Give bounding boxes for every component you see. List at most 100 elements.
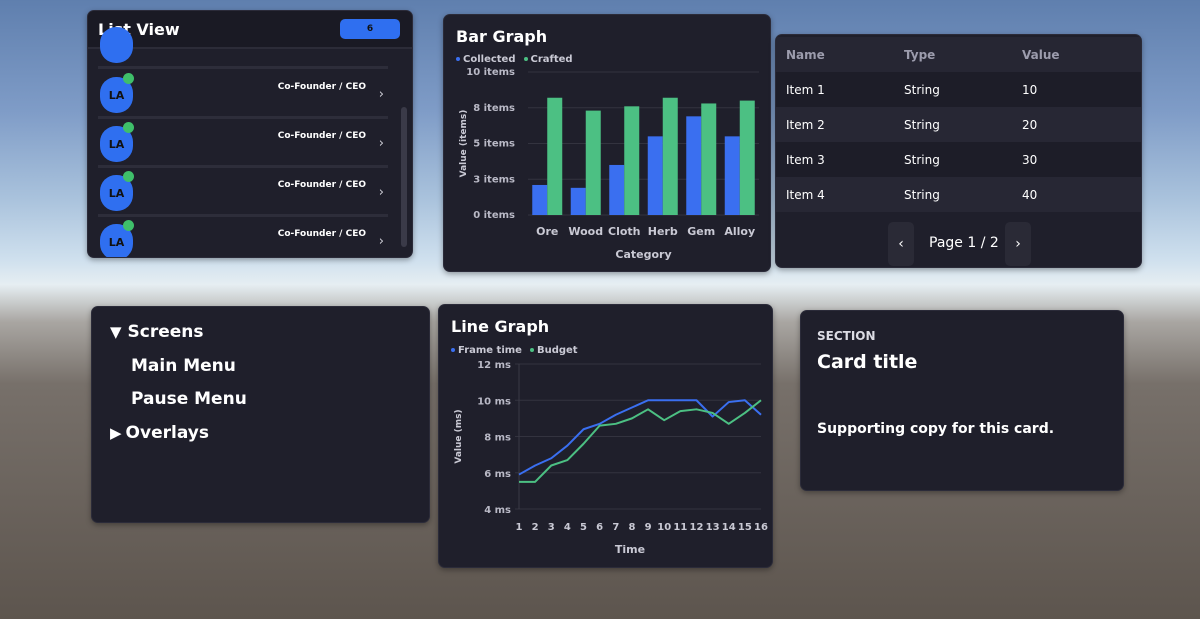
- online-status-dot: [123, 122, 134, 133]
- list-item-role: Co-Founder / CEO: [277, 131, 366, 141]
- y-tick-label: 4 ms: [484, 505, 511, 516]
- bar-crafted-wood: [585, 110, 601, 215]
- x-tick-label: 15: [738, 522, 752, 533]
- x-tick-label: Ore: [536, 225, 558, 238]
- x-tick-label: 12: [690, 522, 704, 533]
- tree-node-overlays[interactable]: ▶ Overlays: [110, 423, 209, 443]
- x-tick-label: 16: [754, 522, 768, 533]
- cell-value: 10: [1022, 82, 1038, 97]
- bar-graph-title: Bar Graph: [456, 27, 548, 46]
- y-tick-label: 8 items: [473, 103, 515, 114]
- list-item[interactable]: LA Co-Founder / CEO ›: [98, 69, 388, 119]
- cell-type: String: [904, 187, 940, 202]
- y-axis-label: Value (ms): [454, 409, 464, 463]
- x-tick-label: 6: [596, 522, 603, 533]
- chevron-right-icon[interactable]: ›: [378, 87, 384, 102]
- bar-chart: 0 items 3 items 5 items 8 items 10 items Ore W…: [459, 67, 759, 261]
- card-body: Supporting copy for this card.: [817, 421, 1055, 437]
- line-graph-panel: Line Graph Frame time Budget 4 ms 6 ms 8 m…: [438, 304, 773, 568]
- list-item[interactable]: LA Co-Founder / CEO ›: [98, 118, 388, 168]
- y-tick-label: 3 items: [473, 174, 515, 185]
- next-page-button[interactable]: ›: [1005, 222, 1031, 266]
- tree-node-label: Pause Menu: [131, 389, 247, 409]
- line-series-budget: [519, 399, 762, 483]
- tree-node-pause-menu[interactable]: Pause Menu: [131, 389, 247, 409]
- list-view-body[interactable]: LA Co-Founder / CEO › LA Co-Founder / CE…: [88, 27, 412, 257]
- list-item[interactable]: [98, 19, 388, 69]
- card-section-label: SECTION: [817, 329, 876, 343]
- x-tick-label: 10: [657, 522, 671, 533]
- x-tick-label: 13: [706, 522, 720, 533]
- collapsed-triangle-icon[interactable]: ▶: [110, 424, 122, 442]
- cell-name: Item 4: [786, 187, 825, 202]
- x-tick-label: 11: [673, 522, 687, 533]
- legend-item-crafted: Crafted: [523, 54, 573, 65]
- y-tick-label: 6 ms: [484, 469, 511, 480]
- x-tick-label: Wood: [568, 225, 603, 238]
- y-tick-label: 0 items: [473, 210, 515, 221]
- avatar: [100, 27, 133, 63]
- x-axis-label: Category: [615, 248, 671, 261]
- card-title: Card title: [817, 351, 918, 373]
- x-tick-label: Alloy: [724, 225, 755, 238]
- online-status-dot: [123, 220, 134, 231]
- x-axis-label: Time: [615, 543, 645, 556]
- tree-node-label: Main Menu: [131, 356, 236, 376]
- x-tick-label: 5: [580, 522, 587, 533]
- y-tick-label: 12 ms: [477, 360, 511, 371]
- table-row[interactable]: Item 1 String 10: [776, 72, 1141, 107]
- column-header-value[interactable]: Value: [1022, 47, 1060, 62]
- list-item-role: Co-Founder / CEO: [277, 229, 366, 239]
- x-tick-label: 9: [645, 522, 652, 533]
- bar-graph-legend: Collected Crafted: [456, 54, 573, 65]
- bar-collected-herb: [647, 136, 663, 215]
- table-row[interactable]: Item 2 String 20: [776, 107, 1141, 142]
- y-tick-label: 10 items: [466, 67, 515, 78]
- list-item[interactable]: LA Co-Founder / CEO ›: [98, 167, 388, 217]
- x-tick-label: 8: [628, 522, 635, 533]
- bar-crafted-ore: [547, 97, 563, 215]
- bar-crafted-cloth: [624, 106, 640, 215]
- x-tick-label: Gem: [687, 225, 715, 238]
- x-tick-label: 2: [532, 522, 539, 533]
- chevron-right-icon[interactable]: ›: [378, 234, 384, 249]
- legend-item-collected: Collected: [456, 54, 516, 65]
- list-item[interactable]: LA Co-Founder / CEO ›: [98, 216, 388, 257]
- cell-name: Item 3: [786, 152, 825, 167]
- column-header-name[interactable]: Name: [786, 47, 825, 62]
- table-row[interactable]: Item 4 String 40: [776, 177, 1141, 212]
- page-indicator: Page 1 / 2: [929, 235, 999, 251]
- column-header-type[interactable]: Type: [904, 47, 936, 62]
- x-tick-label: 4: [564, 522, 571, 533]
- tree-node-main-menu[interactable]: Main Menu: [131, 356, 236, 376]
- x-tick-label: Herb: [648, 225, 678, 238]
- prev-page-button[interactable]: ‹: [888, 222, 914, 266]
- bar-crafted-alloy: [739, 100, 755, 215]
- table-header: Name Type Value: [776, 37, 1141, 72]
- line-graph-legend: Frame time Budget: [451, 345, 578, 356]
- data-table-panel: Name Type Value Item 1 String 10 Item 2 …: [775, 34, 1142, 268]
- list-view-panel: List View 6 LA Co-Founder / CEO › LA Co-…: [87, 10, 413, 258]
- count-badge: 6: [340, 19, 400, 39]
- list-scrollbar[interactable]: [401, 107, 407, 247]
- table-row[interactable]: Item 3 String 30: [776, 142, 1141, 177]
- list-item-role: Co-Founder / CEO: [277, 82, 366, 92]
- tree-node-label: Overlays: [125, 423, 209, 443]
- y-axis-label: Value (items): [459, 110, 469, 178]
- bar-crafted-herb: [662, 97, 678, 215]
- expanded-triangle-icon[interactable]: ▼: [110, 323, 122, 341]
- list-item-role: Co-Founder / CEO: [277, 180, 366, 190]
- cell-value: 40: [1022, 187, 1038, 202]
- chevron-right-icon[interactable]: ›: [378, 136, 384, 151]
- chevron-right-icon[interactable]: ›: [378, 185, 384, 200]
- bar-crafted-gem: [701, 103, 717, 215]
- cell-type: String: [904, 117, 940, 132]
- tree-node-label: Screens: [127, 322, 204, 342]
- x-tick-label: 1: [516, 522, 523, 533]
- bar-collected-cloth: [609, 164, 625, 215]
- legend-item-frame-time: Frame time: [451, 345, 522, 356]
- y-tick-label: 10 ms: [477, 396, 511, 407]
- tree-node-screens[interactable]: ▼ Screens: [110, 322, 204, 342]
- cell-type: String: [904, 152, 940, 167]
